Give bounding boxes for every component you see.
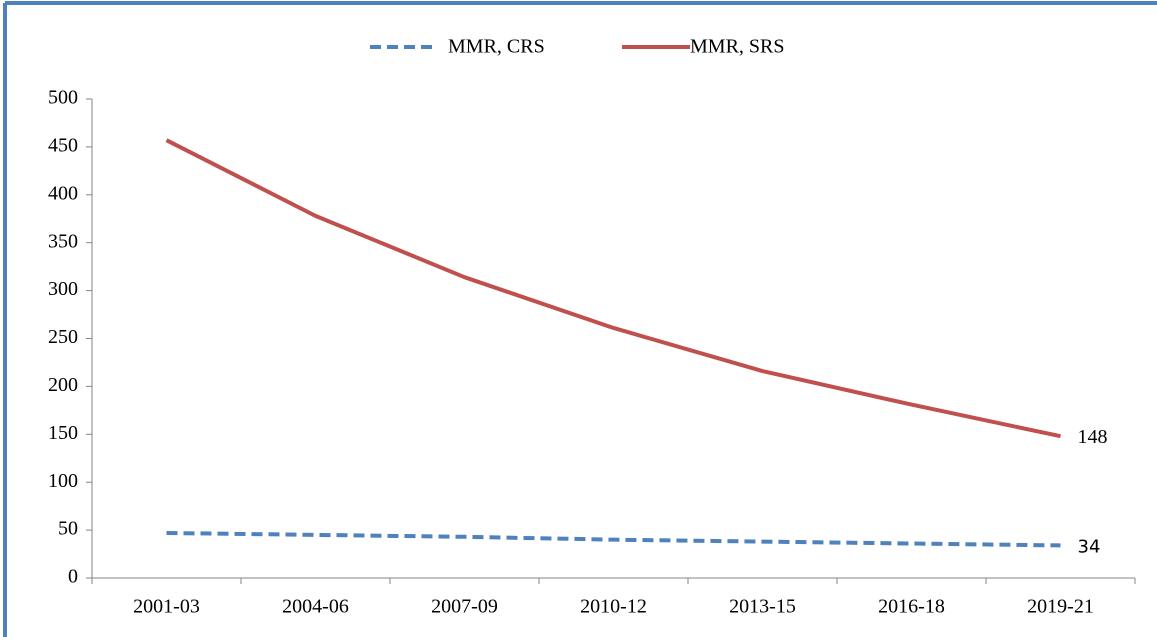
x-tick-label: 2016-18: [878, 596, 945, 618]
series-line: [166, 530, 1061, 548]
x-tick-label: 2001-03: [133, 596, 200, 618]
y-tick-label: 450: [48, 134, 78, 156]
x-tick-label: 2019-21: [1027, 596, 1094, 618]
x-tick-label: 2013-15: [729, 596, 796, 618]
data-label: 148: [1078, 426, 1108, 448]
y-tick-label: 150: [48, 422, 78, 444]
x-tick-label: 2010-12: [580, 596, 647, 618]
y-tick-label: 0: [68, 566, 78, 588]
series-line: [165, 138, 1061, 439]
y-tick-label: 400: [48, 182, 78, 204]
y-tick-label: 100: [48, 470, 78, 492]
y-tick-label: 350: [48, 230, 78, 252]
legend-label: MMR, SRS: [690, 36, 785, 58]
x-tick-label: 2007-09: [431, 596, 498, 618]
data-label: 34: [1078, 536, 1101, 557]
y-tick-label: 200: [48, 374, 78, 396]
y-tick-label: 50: [58, 518, 78, 540]
y-tick-label: 300: [48, 278, 78, 300]
y-tick-label: 250: [48, 326, 78, 348]
legend-label: MMR, CRS: [448, 36, 545, 58]
y-tick-label: 500: [48, 87, 78, 109]
x-tick-label: 2004-06: [282, 596, 349, 618]
